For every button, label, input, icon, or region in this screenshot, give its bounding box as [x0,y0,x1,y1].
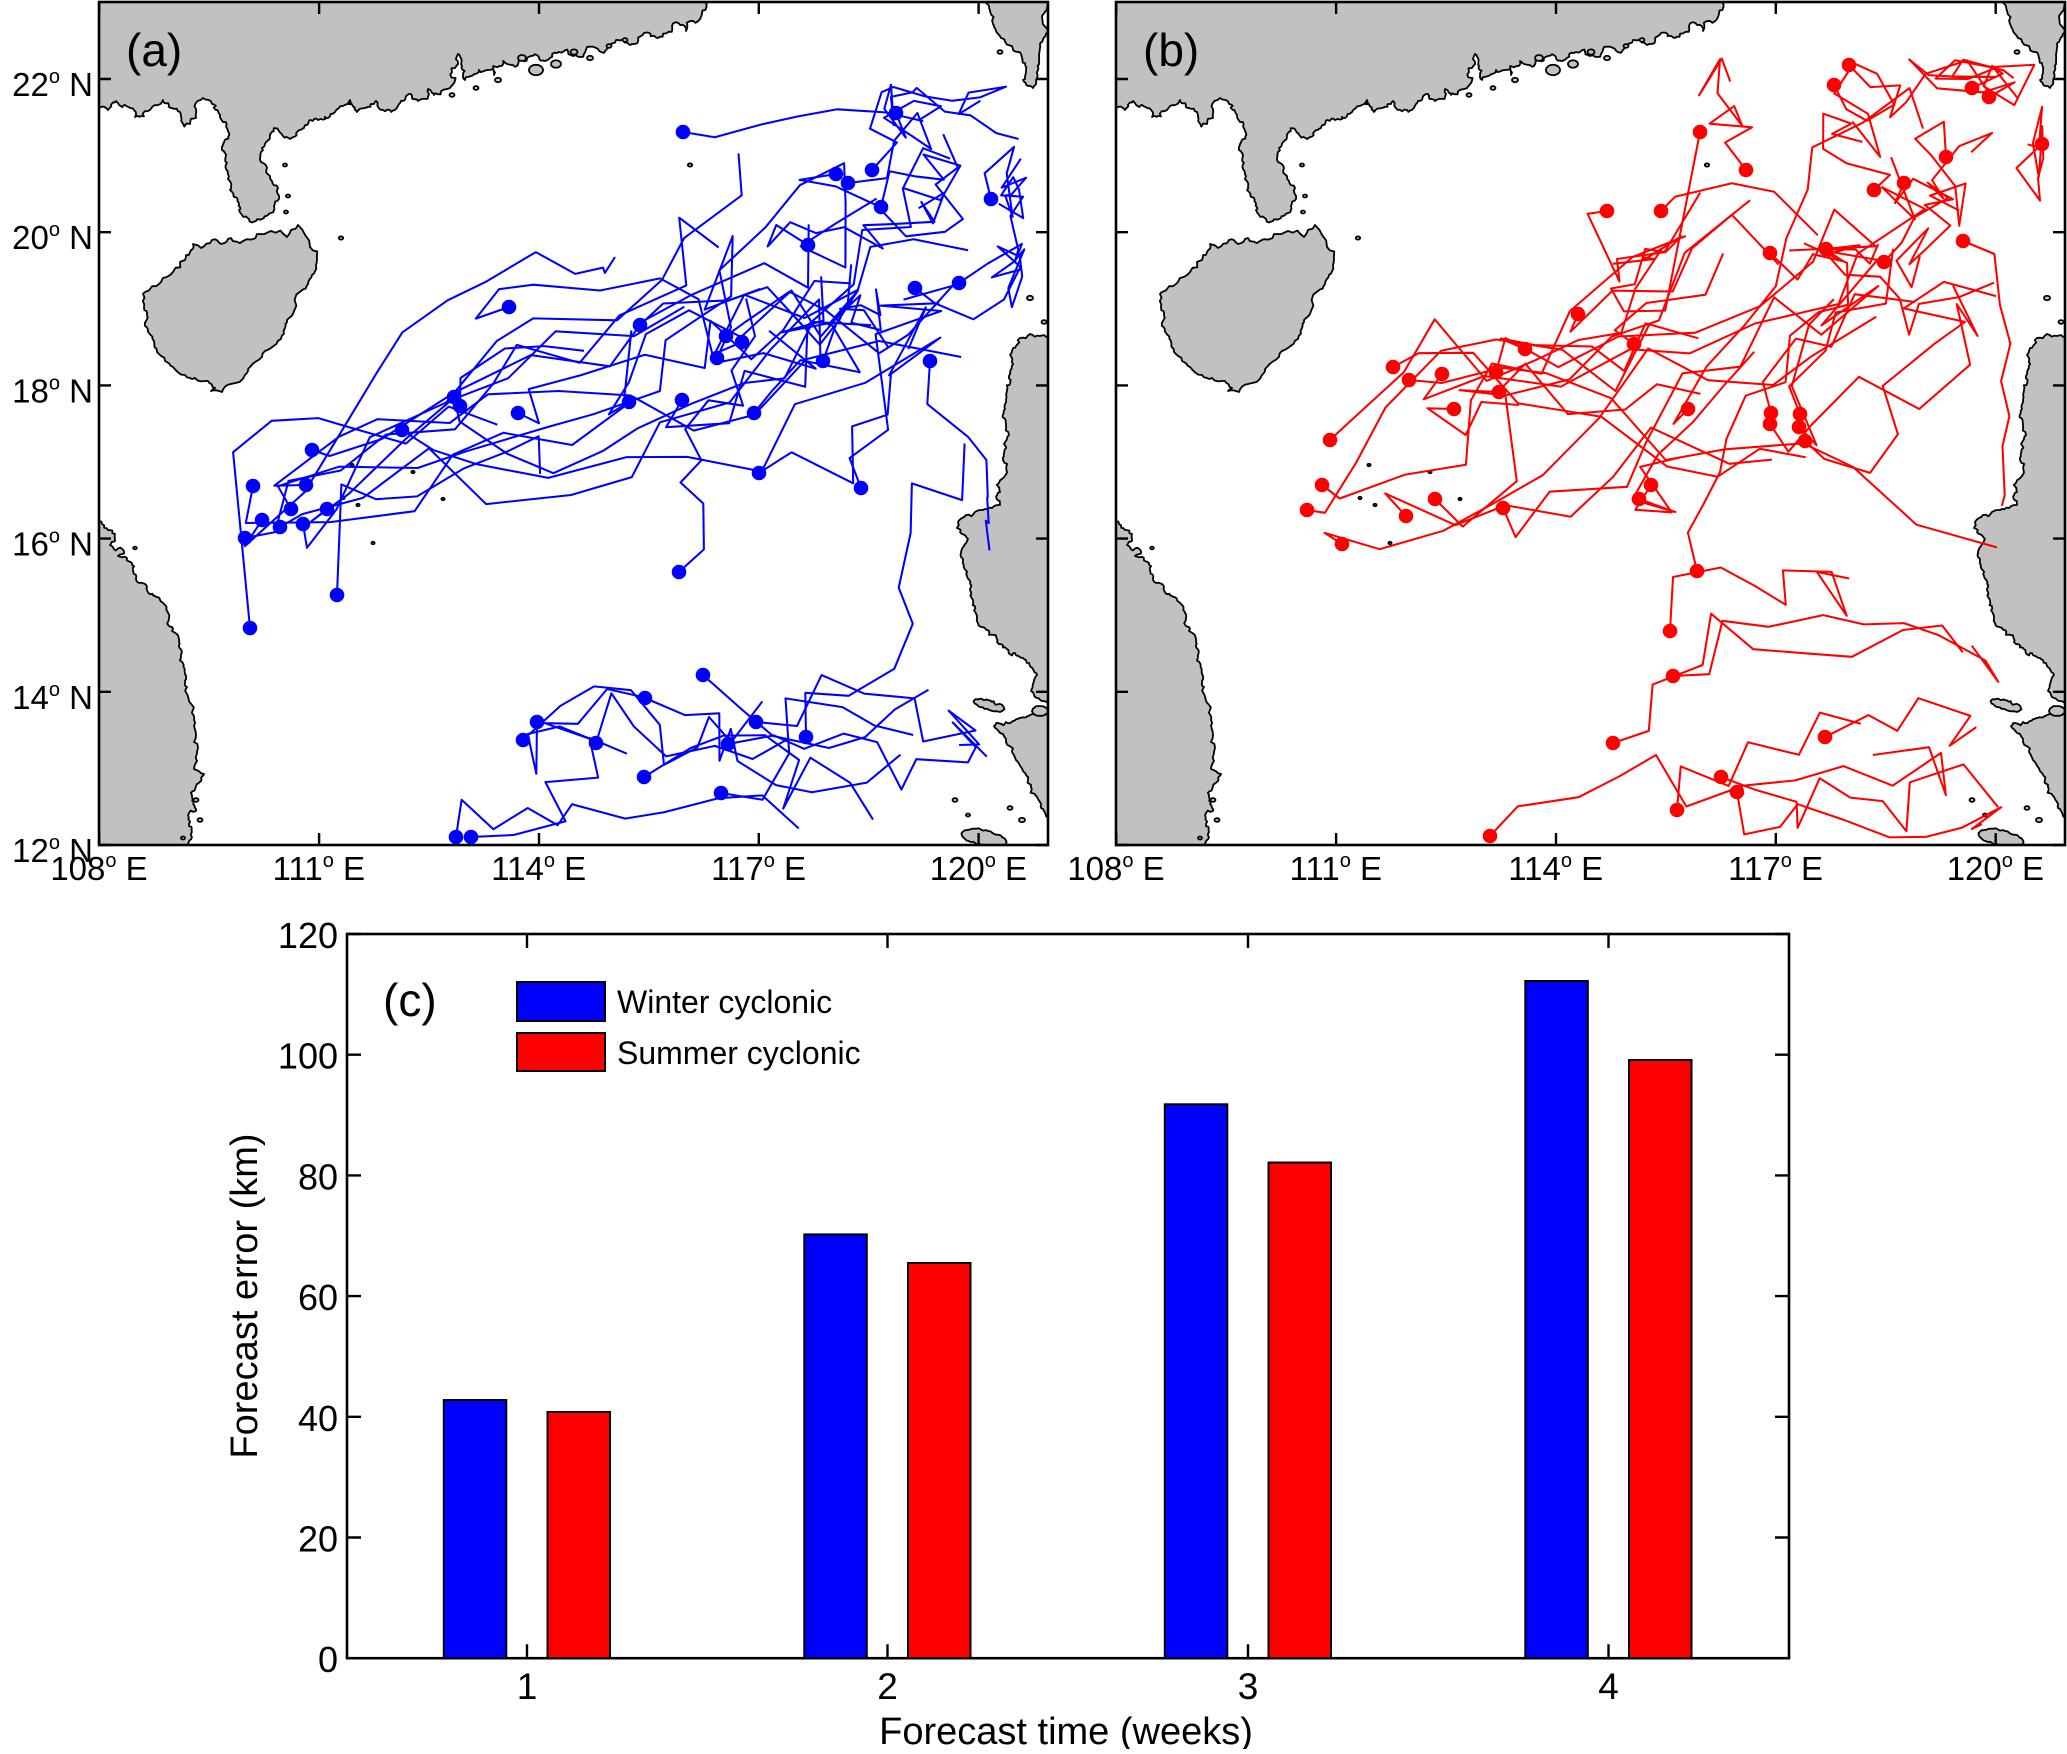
svg-text:4: 4 [1598,1666,1619,1707]
svg-text:120: 120 [278,915,338,956]
svg-text:100: 100 [278,1036,338,1077]
svg-text:60: 60 [298,1277,338,1318]
svg-text:0: 0 [318,1639,338,1680]
svg-text:Summer cyclonic: Summer cyclonic [617,1035,861,1071]
svg-text:2: 2 [877,1666,898,1707]
svg-text:3: 3 [1238,1666,1259,1707]
svg-text:18o N: 18o N [12,372,93,409]
svg-text:(c): (c) [383,974,437,1026]
svg-text:120o E: 120o E [1947,850,2044,887]
svg-text:114o E: 114o E [1508,850,1603,887]
svg-text:40: 40 [298,1398,338,1439]
svg-text:111o E: 111o E [1290,850,1382,887]
svg-text:120o E: 120o E [930,850,1027,887]
svg-text:20o N: 20o N [12,219,93,256]
svg-text:108o E: 108o E [1067,850,1164,887]
svg-text:20: 20 [298,1519,338,1560]
svg-text:Forecast error (km): Forecast error (km) [224,1133,266,1458]
svg-text:Forecast time (weeks): Forecast time (weeks) [879,1711,1253,1749]
svg-text:22o N: 22o N [12,66,93,103]
svg-text:114o E: 114o E [491,850,586,887]
svg-text:117o E: 117o E [1728,850,1823,887]
svg-text:80: 80 [298,1156,338,1197]
svg-text:(a): (a) [126,24,182,76]
svg-text:16o N: 16o N [12,526,93,563]
svg-text:(b): (b) [1143,24,1199,76]
svg-text:111o E: 111o E [273,850,365,887]
svg-text:117o E: 117o E [711,850,806,887]
svg-text:108o E: 108o E [50,850,147,887]
svg-text:Winter cyclonic: Winter cyclonic [617,984,832,1020]
svg-text:1: 1 [517,1666,538,1707]
svg-text:12o N: 12o N [12,832,93,869]
